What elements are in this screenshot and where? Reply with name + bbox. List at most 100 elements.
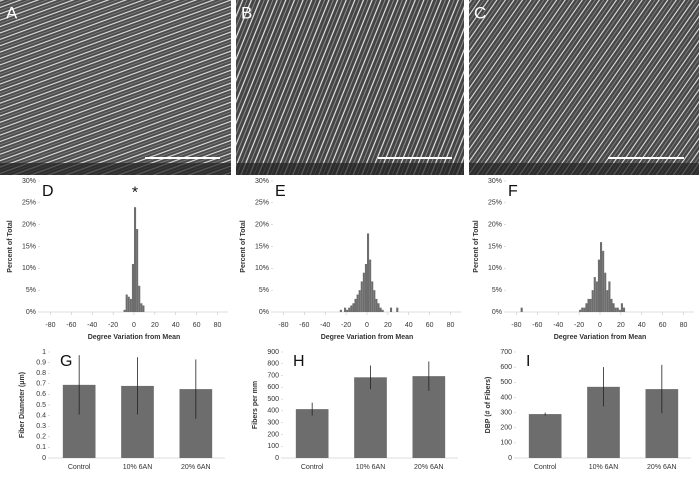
x-tick-label: Control bbox=[301, 464, 324, 471]
y-tick-label: 20% bbox=[255, 222, 269, 229]
histogram-bar bbox=[360, 281, 363, 312]
y-tick-label: 30% bbox=[22, 178, 36, 185]
histogram-bar bbox=[352, 303, 355, 312]
y-tick-label: 1 bbox=[42, 349, 46, 356]
y-tick-label: 300 bbox=[500, 409, 512, 416]
histogram-bar bbox=[136, 229, 139, 312]
histogram-bar bbox=[364, 263, 367, 312]
histogram-bar bbox=[362, 272, 365, 312]
y-tick-label: 0% bbox=[259, 309, 269, 316]
x-tick-label: 0 bbox=[598, 322, 602, 329]
x-tick-label: -20 bbox=[341, 322, 351, 329]
y-tick-label: 25% bbox=[488, 200, 502, 207]
histogram-bar bbox=[356, 294, 359, 312]
x-tick-label: -40 bbox=[553, 322, 563, 329]
x-tick-label: 60 bbox=[426, 322, 434, 329]
y-tick-label: 30% bbox=[488, 178, 502, 185]
y-tick-label: 5% bbox=[259, 287, 269, 294]
y-tick-label: 0% bbox=[492, 309, 502, 316]
histogram-bar bbox=[134, 207, 137, 312]
histogram-bar bbox=[369, 259, 372, 312]
x-tick-label: 40 bbox=[405, 322, 413, 329]
histogram-bar bbox=[389, 307, 393, 312]
y-tick-label: 0 bbox=[508, 455, 512, 462]
histogram-bar bbox=[367, 233, 370, 312]
y-axis-label: Percent of Total bbox=[240, 220, 247, 272]
bar bbox=[295, 409, 329, 458]
y-tick-label: 20% bbox=[488, 222, 502, 229]
histogram-bar bbox=[597, 259, 600, 312]
histogram-bar bbox=[614, 307, 617, 312]
y-axis-label: DBP (# of Fibers) bbox=[485, 377, 492, 434]
x-tick-label: 0 bbox=[365, 322, 369, 329]
histogram-bar bbox=[581, 307, 584, 312]
histogram-bar bbox=[142, 305, 145, 312]
histogram-bar bbox=[587, 298, 590, 312]
y-tick-label: 10% bbox=[488, 265, 502, 272]
histogram-bar bbox=[127, 296, 130, 312]
x-tick-label: -40 bbox=[320, 322, 330, 329]
y-tick-label: 0.9 bbox=[36, 359, 46, 366]
x-axis-label: Degree Variation from Mean bbox=[321, 334, 414, 341]
bar bbox=[528, 414, 562, 458]
x-tick-label: -80 bbox=[45, 322, 55, 329]
x-tick-label: 20% 6AN bbox=[181, 464, 211, 471]
y-axis-label: Fiber Diameter (μm) bbox=[19, 372, 26, 438]
x-tick-label: 80 bbox=[680, 322, 688, 329]
y-tick-label: 700 bbox=[500, 349, 512, 356]
panel-label: G bbox=[60, 353, 72, 370]
y-tick-label: 100 bbox=[500, 440, 512, 447]
panel-label: I bbox=[526, 353, 530, 370]
sem-image-a: A bbox=[0, 0, 231, 175]
panel-label: F bbox=[508, 183, 518, 200]
histogram-bar bbox=[348, 307, 351, 312]
y-tick-label: 5% bbox=[26, 287, 36, 294]
y-tick-label: 0 bbox=[275, 455, 279, 462]
y-tick-label: 200 bbox=[500, 425, 512, 432]
histogram-bar bbox=[339, 309, 342, 312]
histogram-bar bbox=[620, 303, 623, 312]
x-tick-label: Control bbox=[534, 464, 557, 471]
y-tick-label: 400 bbox=[500, 394, 512, 401]
y-tick-label: 30% bbox=[255, 178, 269, 185]
histogram-bar bbox=[606, 290, 609, 312]
x-tick-label: -40 bbox=[87, 322, 97, 329]
histogram-bar bbox=[622, 307, 626, 312]
y-tick-label: 20% bbox=[22, 222, 36, 229]
x-tick-label: -60 bbox=[66, 322, 76, 329]
histogram-bar bbox=[354, 298, 357, 312]
x-tick-label: 80 bbox=[447, 322, 455, 329]
y-axis-label: Fibers per mm bbox=[252, 381, 259, 429]
x-tick-label: 20 bbox=[617, 322, 625, 329]
histogram-bar bbox=[585, 303, 588, 312]
histogram-bar bbox=[618, 309, 621, 312]
histogram-bar bbox=[138, 285, 141, 312]
x-tick-label: Control bbox=[68, 464, 91, 471]
y-axis-label: Percent of Total bbox=[7, 220, 14, 272]
y-tick-label: 600 bbox=[267, 384, 279, 391]
y-tick-label: 0.1 bbox=[36, 444, 46, 451]
x-tick-label: 40 bbox=[638, 322, 646, 329]
histogram-bar bbox=[373, 290, 376, 312]
histogram-bar bbox=[375, 298, 378, 312]
histogram-bar bbox=[371, 281, 374, 312]
x-tick-label: 20% 6AN bbox=[414, 464, 444, 471]
image-label: B bbox=[241, 3, 252, 22]
image-label: C bbox=[474, 3, 486, 22]
y-tick-label: 700 bbox=[267, 372, 279, 379]
histogram-bar bbox=[396, 307, 399, 312]
histogram-bar bbox=[616, 307, 619, 312]
y-tick-label: 0.8 bbox=[36, 370, 46, 377]
y-tick-label: 15% bbox=[488, 243, 502, 250]
histogram-bar bbox=[583, 307, 586, 312]
y-tick-label: 15% bbox=[22, 243, 36, 250]
x-tick-label: 40 bbox=[172, 322, 180, 329]
y-tick-label: 500 bbox=[500, 379, 512, 386]
sem-image-b: B bbox=[236, 0, 464, 175]
histogram-bar bbox=[595, 281, 598, 312]
histogram-bar bbox=[129, 298, 132, 312]
histogram-bar bbox=[608, 281, 611, 312]
y-tick-label: 900 bbox=[267, 349, 279, 356]
y-tick-label: 25% bbox=[255, 200, 269, 207]
y-tick-label: 500 bbox=[267, 396, 279, 403]
